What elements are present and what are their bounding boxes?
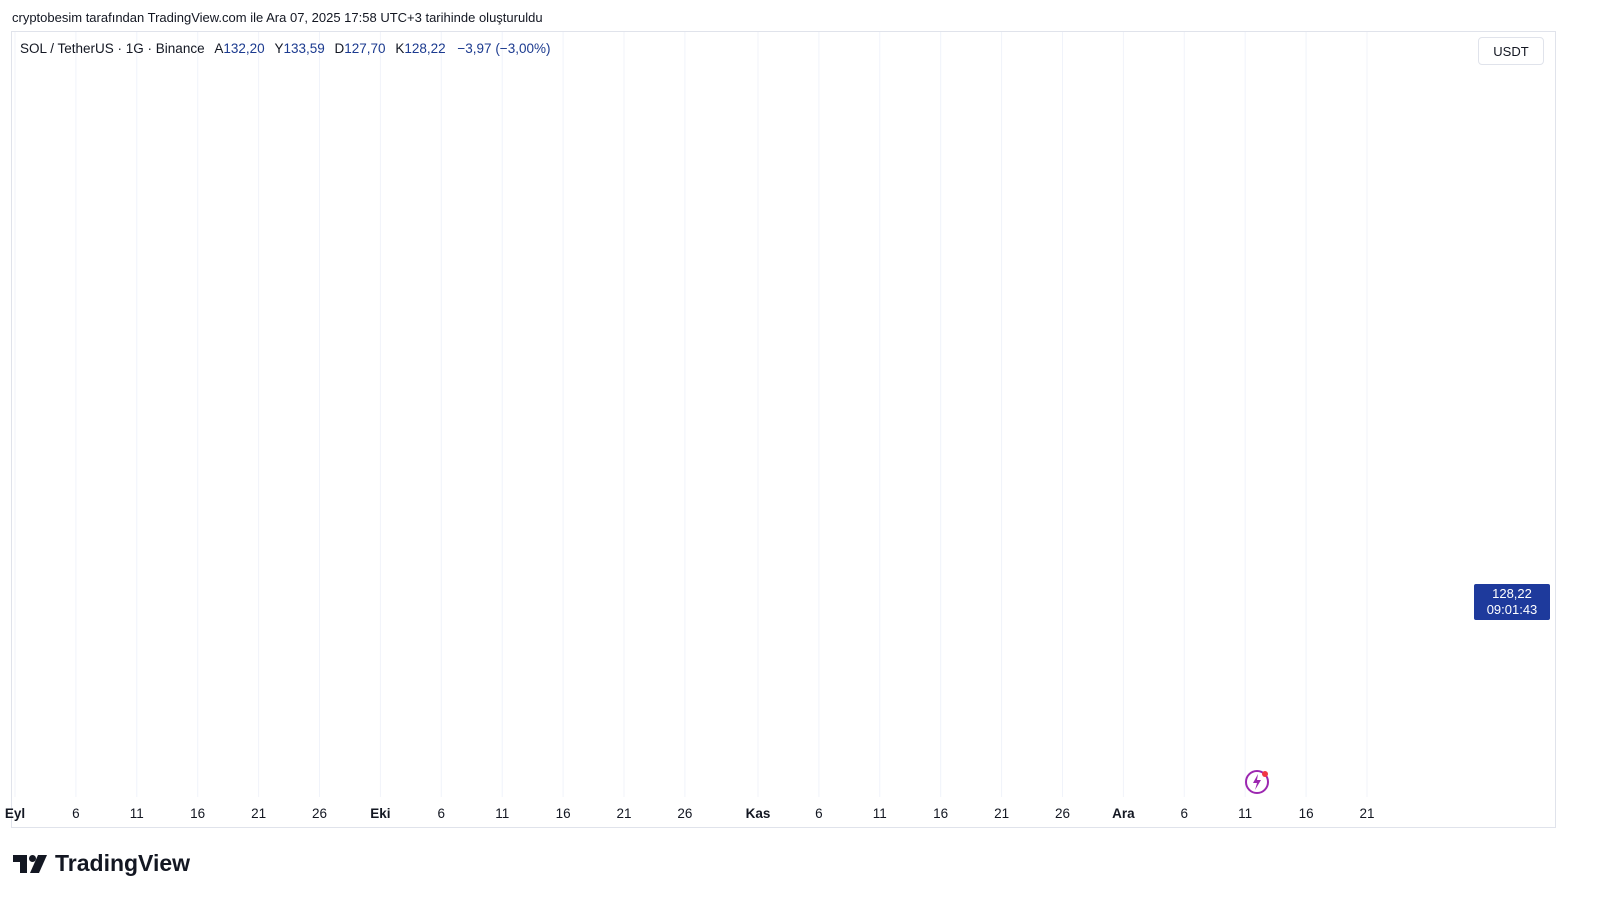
bar-countdown: 09:01:43 — [1486, 602, 1538, 617]
high-value: 133,59 — [283, 41, 325, 56]
time-tick-label: 21 — [616, 806, 631, 821]
time-tick-label: 6 — [815, 806, 823, 821]
low-value: 127,70 — [344, 41, 386, 56]
currency-selector[interactable]: USDT — [1478, 37, 1544, 65]
flash-alert-icon[interactable] — [1244, 768, 1272, 801]
open-label: A — [214, 41, 224, 56]
open-value: 132,20 — [223, 41, 265, 56]
time-tick-label: 21 — [994, 806, 1009, 821]
time-tick-label: 11 — [130, 806, 144, 821]
time-tick-label: Kas — [746, 806, 771, 821]
time-tick-label: Ara — [1112, 806, 1135, 821]
time-tick-label: 6 — [1181, 806, 1189, 821]
time-axis[interactable]: Eyl 6 11 16 21 26 Eki 6 11 16 21 26 Kas 6 11 16 21 26 Ara 6… — [5, 806, 1375, 821]
high-label: Y — [274, 41, 284, 56]
time-tick-label: Eyl — [5, 806, 25, 821]
tradingview-logo[interactable]: TradingView — [13, 850, 190, 877]
time-tick-label: 11 — [495, 806, 509, 821]
time-tick-label: 6 — [438, 806, 446, 821]
grid — [14, 32, 1368, 797]
time-tick-label: 11 — [1238, 806, 1252, 821]
chart-frame — [11, 31, 1556, 828]
time-tick-label: 16 — [556, 806, 571, 821]
current-price-tag: 128,22 09:01:43 — [1474, 584, 1550, 620]
time-tick-label: 26 — [1055, 806, 1070, 821]
close-value: 128,22 — [404, 41, 446, 56]
time-tick-label: 6 — [72, 806, 80, 821]
tradingview-logo-icon — [13, 854, 47, 873]
current-price-value: 128,22 — [1492, 586, 1532, 601]
chart-credit: cryptobesim tarafından TradingView.com i… — [12, 10, 543, 25]
time-tick-label: 26 — [677, 806, 692, 821]
close-label: K — [395, 41, 405, 56]
time-tick-label: 11 — [873, 806, 887, 821]
symbol-legend[interactable]: SOL / TetherUS · 1G · Binance A132,20 Y1… — [20, 41, 550, 56]
time-tick-label: 16 — [1299, 806, 1314, 821]
time-tick-label: 26 — [312, 806, 327, 821]
symbol-name[interactable]: SOL / TetherUS · 1G · Binance — [20, 41, 205, 56]
change-value: −3,97 (−3,00%) — [457, 41, 551, 56]
time-tick-label: 21 — [1359, 806, 1374, 821]
brand-name: TradingView — [55, 850, 191, 876]
time-tick-label: Eki — [370, 806, 390, 821]
low-label: D — [334, 41, 345, 56]
time-tick-label: 16 — [190, 806, 205, 821]
time-tick-label: 21 — [251, 806, 266, 821]
time-tick-label: 16 — [933, 806, 948, 821]
